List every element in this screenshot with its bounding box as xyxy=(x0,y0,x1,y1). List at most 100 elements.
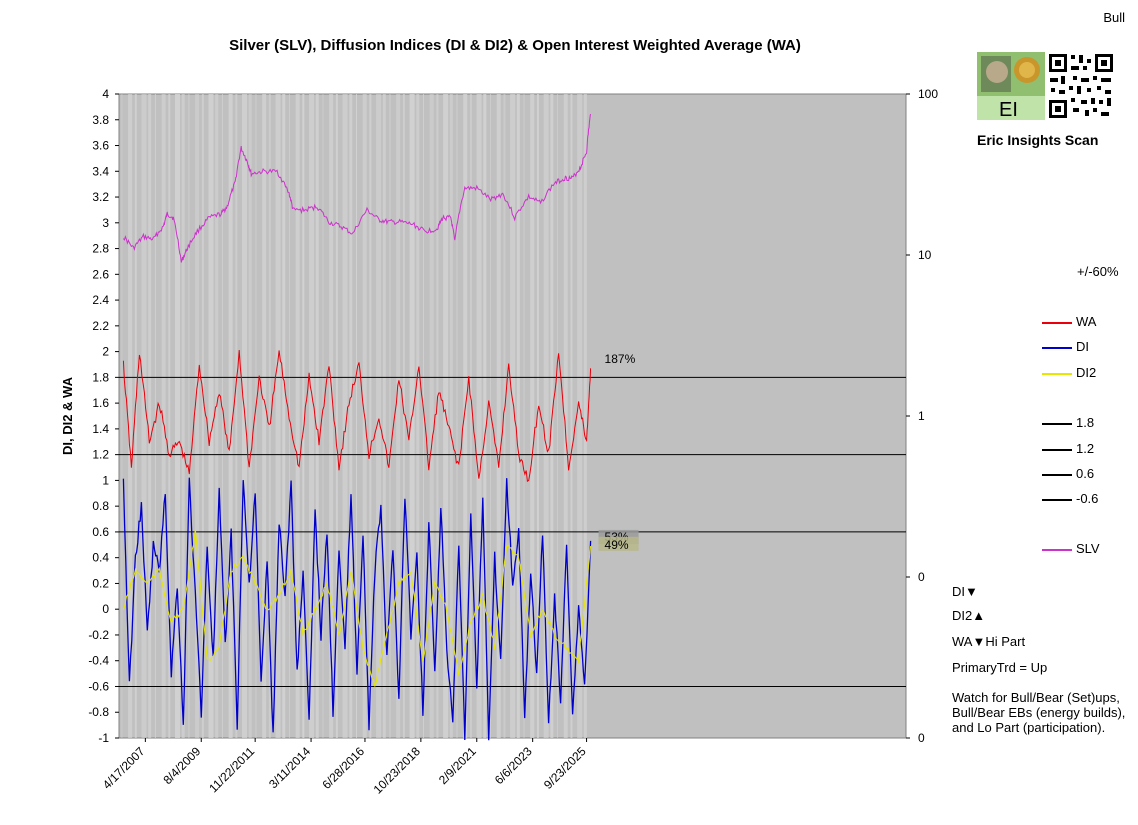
y-tick-label: 3.4 xyxy=(92,164,109,178)
y-tick-label: 2.6 xyxy=(92,267,109,281)
y-tick-label: 2.8 xyxy=(92,242,109,256)
legend-label: 1.2 xyxy=(1076,441,1095,456)
scan-label: Eric Insights Scan xyxy=(977,132,1099,148)
stripe xyxy=(583,94,587,738)
x-tick-label: 10/23/2018 xyxy=(371,744,424,797)
stripe xyxy=(309,94,315,738)
y-tick-label: 0.8 xyxy=(92,499,109,513)
stripe xyxy=(315,94,319,738)
y-tick-label: 0.2 xyxy=(92,576,109,590)
y-tick-label: 4 xyxy=(102,87,109,101)
x-tick-label: 3/11/2014 xyxy=(266,744,313,791)
x-tick-label: 6/6/2023 xyxy=(492,744,535,787)
stripe xyxy=(221,94,223,738)
stripe xyxy=(530,94,535,738)
y2-tick-label: 0 xyxy=(918,570,925,584)
stripe xyxy=(322,94,324,738)
stripe xyxy=(449,94,453,738)
y-tick-label: 1.4 xyxy=(92,422,109,436)
legend-label: 0.6 xyxy=(1076,466,1095,481)
legend-label: DI xyxy=(1076,339,1089,354)
stripe xyxy=(262,94,267,738)
series-line-di2 xyxy=(122,529,592,688)
stripe xyxy=(134,94,137,738)
stripe xyxy=(523,94,525,738)
stripe xyxy=(121,94,123,738)
legend-swatch xyxy=(1042,347,1072,349)
legend-swatch xyxy=(1042,449,1072,451)
legend-swatch xyxy=(1042,373,1072,375)
stripe xyxy=(195,94,200,738)
stripe xyxy=(128,94,133,738)
chart-svg: 4 3.8 3.6 3.4 3.2 3 2.8 2.6 2.4 2.2 2 1.8 1.6 1.4 1.2 1… xyxy=(60,87,938,797)
y-tick-label: 0.6 xyxy=(92,525,109,539)
stripe xyxy=(563,94,568,738)
legend-swatch xyxy=(1042,549,1072,551)
stripe xyxy=(510,94,516,738)
y2-tick-label: 0 xyxy=(918,731,925,745)
annotation-wa: 187% xyxy=(605,352,636,366)
stripe xyxy=(335,94,338,738)
legend-label: 1.8 xyxy=(1076,415,1095,430)
legend-swatch xyxy=(1042,499,1072,501)
y-tick-label: 1.2 xyxy=(92,448,109,462)
y-tick-label: 3.8 xyxy=(92,113,109,127)
stripe xyxy=(503,94,506,738)
stripe xyxy=(141,94,147,738)
stripe xyxy=(557,94,559,738)
stripe xyxy=(416,94,420,738)
stripe xyxy=(255,94,257,738)
y-tick-label: 1.8 xyxy=(92,370,109,384)
y-tick-label: -0.2 xyxy=(88,628,109,642)
stripe xyxy=(382,94,386,738)
legend-swatch xyxy=(1042,322,1072,324)
y-tick-label: -1 xyxy=(98,731,109,745)
stripe xyxy=(228,94,233,738)
range-label: +/-60% xyxy=(1077,264,1119,279)
x-tick-label: 9/23/2025 xyxy=(541,744,589,792)
stripe xyxy=(436,94,439,738)
stripe xyxy=(188,94,190,738)
x-tick-label: 8/4/2009 xyxy=(160,744,203,787)
stripe xyxy=(295,94,300,738)
legend-label: SLV xyxy=(1076,541,1100,556)
chart-title: Silver (SLV), Diffusion Indices (DI & DI… xyxy=(229,37,801,54)
stripe xyxy=(355,94,357,738)
x-tick-label: 4/17/2007 xyxy=(100,744,148,792)
signal-label: Bull xyxy=(1103,10,1125,25)
qr-code-icon xyxy=(1047,52,1115,120)
y-tick-label: -0.8 xyxy=(88,705,109,719)
stripe xyxy=(288,94,290,738)
stripe xyxy=(402,94,405,738)
legend-swatch xyxy=(1042,423,1072,425)
stripe xyxy=(463,94,468,738)
y-tick-label: -0.4 xyxy=(88,654,109,668)
stripe xyxy=(268,94,271,738)
y-tick-label: 2.2 xyxy=(92,319,109,333)
stripe xyxy=(148,94,152,738)
brand-logo: EI xyxy=(977,52,1115,121)
watch-note: Watch for Bull/Bear (Set)ups, Bull/Bear … xyxy=(952,690,1126,735)
stripe xyxy=(396,94,401,738)
y-tick-label: 3 xyxy=(102,216,109,230)
series-line-wa xyxy=(122,349,592,483)
stripe xyxy=(342,94,348,738)
stripe xyxy=(161,94,166,738)
stripe xyxy=(302,94,305,738)
stripe xyxy=(516,94,520,738)
y-tick-label: 1.6 xyxy=(92,396,109,410)
logo-text: EI xyxy=(999,99,1018,120)
stripe xyxy=(329,94,334,738)
stripe xyxy=(248,94,252,738)
stripe xyxy=(570,94,573,738)
stripe xyxy=(215,94,219,738)
stripe xyxy=(483,94,487,738)
stripe xyxy=(208,94,214,738)
stripe xyxy=(496,94,501,738)
y-tick-label: 1 xyxy=(102,473,109,487)
legend-label: -0.6 xyxy=(1076,491,1099,506)
x-tick-label: 2/9/2021 xyxy=(436,744,479,787)
y-tick-label: 3.6 xyxy=(92,139,109,153)
x-tick-label: 11/22/2011 xyxy=(206,744,257,795)
y-tick-label: 0 xyxy=(102,602,109,616)
